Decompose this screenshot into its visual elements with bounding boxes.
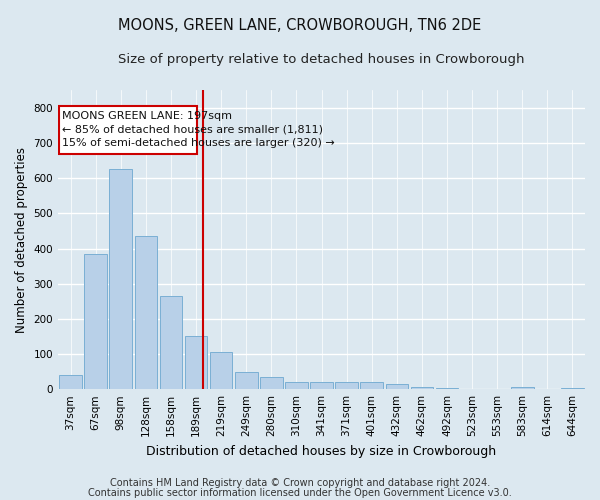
Bar: [85, 254, 107, 389]
Y-axis label: Number of detached properties: Number of detached properties: [15, 146, 28, 332]
Bar: [410, 388, 433, 389]
Bar: [185, 336, 208, 389]
Bar: [511, 388, 533, 389]
Text: MOONS GREEN LANE: 197sqm: MOONS GREEN LANE: 197sqm: [62, 112, 232, 122]
Text: Contains HM Land Registry data © Crown copyright and database right 2024.: Contains HM Land Registry data © Crown c…: [110, 478, 490, 488]
Bar: [210, 352, 232, 389]
Title: Size of property relative to detached houses in Crowborough: Size of property relative to detached ho…: [118, 52, 525, 66]
Bar: [436, 388, 458, 389]
Bar: [109, 170, 132, 389]
Bar: [335, 382, 358, 389]
Bar: [235, 372, 257, 389]
Bar: [561, 388, 584, 389]
Bar: [310, 382, 333, 389]
Text: ← 85% of detached houses are smaller (1,811): ← 85% of detached houses are smaller (1,…: [62, 124, 323, 134]
Bar: [285, 382, 308, 389]
FancyBboxPatch shape: [59, 106, 197, 154]
Bar: [260, 377, 283, 389]
Bar: [134, 236, 157, 389]
Text: Contains public sector information licensed under the Open Government Licence v3: Contains public sector information licen…: [88, 488, 512, 498]
Bar: [160, 296, 182, 389]
Text: 15% of semi-detached houses are larger (320) →: 15% of semi-detached houses are larger (…: [62, 138, 335, 148]
Bar: [59, 375, 82, 389]
Text: MOONS, GREEN LANE, CROWBOROUGH, TN6 2DE: MOONS, GREEN LANE, CROWBOROUGH, TN6 2DE: [118, 18, 482, 32]
X-axis label: Distribution of detached houses by size in Crowborough: Distribution of detached houses by size …: [146, 444, 497, 458]
Bar: [361, 382, 383, 389]
Bar: [386, 384, 408, 389]
